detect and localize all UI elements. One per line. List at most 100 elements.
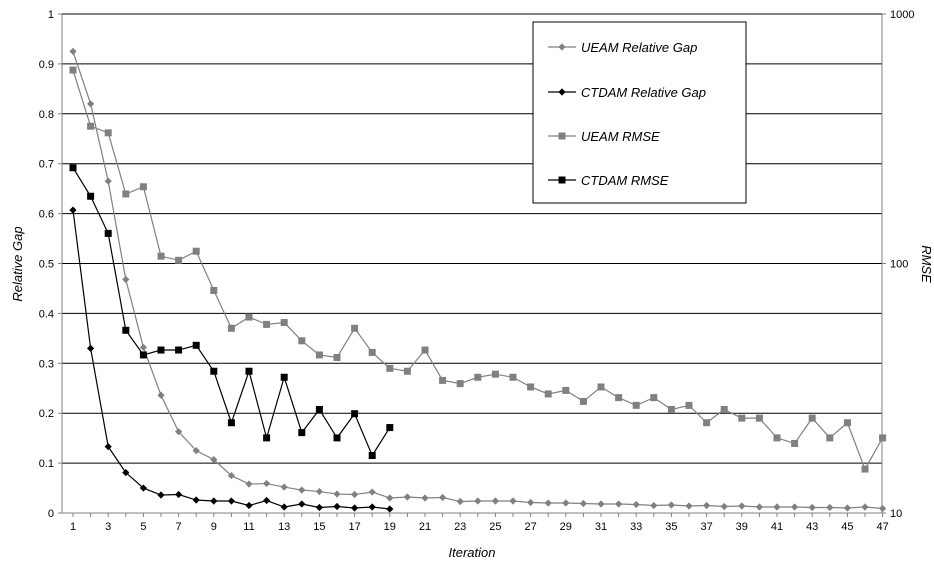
y-tick-label: 0.2 (39, 408, 54, 420)
x-tick-label: 41 (771, 521, 783, 533)
legend-item: CTDAM RMSE (548, 173, 669, 188)
x-tick-label: 15 (313, 521, 325, 533)
data-point (755, 414, 763, 422)
data-point (368, 452, 376, 460)
series-1 (69, 206, 394, 513)
data-point (157, 391, 165, 399)
data-point (351, 504, 359, 512)
legend-swatch-marker (558, 88, 566, 96)
y-tick-label: 0.4 (39, 308, 54, 320)
data-point (315, 503, 323, 512)
x-tick-label: 21 (419, 521, 431, 533)
data-point (650, 501, 658, 510)
x-tick-label: 29 (560, 521, 572, 533)
data-point (315, 487, 323, 496)
data-point (351, 410, 359, 418)
y2-axis-title: RMSE (919, 245, 934, 283)
x-tick-label: 23 (454, 521, 466, 533)
data-point (210, 456, 218, 464)
y-tick-label: 0.6 (39, 209, 54, 221)
data-point (403, 367, 411, 375)
y-tick-label: 1 (48, 9, 54, 21)
data-point (791, 503, 799, 511)
series-2 (69, 66, 887, 473)
data-point (157, 346, 165, 354)
data-point (421, 346, 429, 354)
data-point (333, 502, 341, 511)
data-point (368, 503, 376, 511)
series-line (72, 69, 884, 471)
data-point (104, 229, 112, 237)
x-tick-label: 31 (595, 521, 607, 533)
data-point (439, 493, 447, 502)
data-point (615, 500, 623, 508)
data-point (104, 443, 112, 451)
data-point (650, 394, 658, 402)
data-point (720, 405, 728, 413)
data-point (439, 376, 447, 384)
legend-label: CTDAM RMSE (581, 173, 669, 188)
data-point (210, 286, 218, 294)
data-point (791, 439, 799, 447)
data-point (667, 405, 675, 413)
series-3 (69, 164, 394, 460)
y-tick-label: 0.5 (39, 259, 54, 271)
data-point (139, 183, 147, 191)
data-point (69, 206, 77, 214)
legend-swatch-marker (558, 43, 566, 51)
legend-item: UEAM Relative Gap (548, 40, 697, 55)
x-tick-label: 13 (278, 521, 290, 533)
data-point (527, 498, 535, 507)
data-point (157, 491, 165, 499)
x-tick-label: 39 (736, 521, 748, 533)
data-point (87, 344, 95, 352)
data-point (773, 434, 781, 442)
data-point (456, 380, 464, 388)
legend-label: UEAM RMSE (581, 129, 660, 144)
data-point (87, 192, 95, 200)
data-point (245, 501, 253, 510)
y-tick-label: 0.9 (39, 59, 54, 71)
data-point (509, 373, 517, 381)
data-point (175, 256, 183, 264)
series-line (72, 51, 883, 510)
data-point (632, 500, 640, 509)
data-point (122, 468, 130, 477)
series-lines (69, 47, 887, 513)
data-point (386, 505, 394, 513)
data-point (667, 501, 675, 509)
data-point (738, 414, 746, 422)
data-point (738, 502, 746, 510)
data-point (122, 190, 130, 198)
data-point (597, 500, 605, 508)
data-point (597, 383, 605, 391)
y-tick-label: 0.8 (39, 109, 54, 121)
x-tick-label: 25 (489, 521, 501, 533)
x-tick-label: 47 (876, 521, 888, 533)
data-point (175, 490, 183, 499)
x-tick-label: 45 (841, 521, 853, 533)
data-point (615, 394, 623, 402)
data-point (298, 500, 306, 508)
legend-swatch-marker (558, 132, 566, 140)
x-tick-label: 17 (348, 521, 360, 533)
legend-item: CTDAM Relative Gap (548, 85, 706, 100)
legend-label: UEAM Relative Gap (581, 40, 697, 55)
x-tick-label: 7 (176, 521, 182, 533)
data-point (315, 405, 323, 413)
data-point (263, 434, 271, 442)
x-tick-label: 33 (630, 521, 642, 533)
data-point (755, 503, 763, 511)
y-tick-label: 0.7 (39, 159, 54, 171)
y-axis-title: Relative Gap (10, 226, 25, 301)
data-point (843, 504, 851, 512)
y-tick-label: 0 (48, 508, 54, 520)
legend-item: UEAM RMSE (548, 129, 660, 144)
data-point (579, 397, 587, 405)
data-point (245, 313, 253, 321)
legend-box (532, 21, 747, 204)
x-tick-label: 11 (243, 521, 254, 533)
data-point (175, 428, 183, 436)
data-point (703, 419, 711, 427)
